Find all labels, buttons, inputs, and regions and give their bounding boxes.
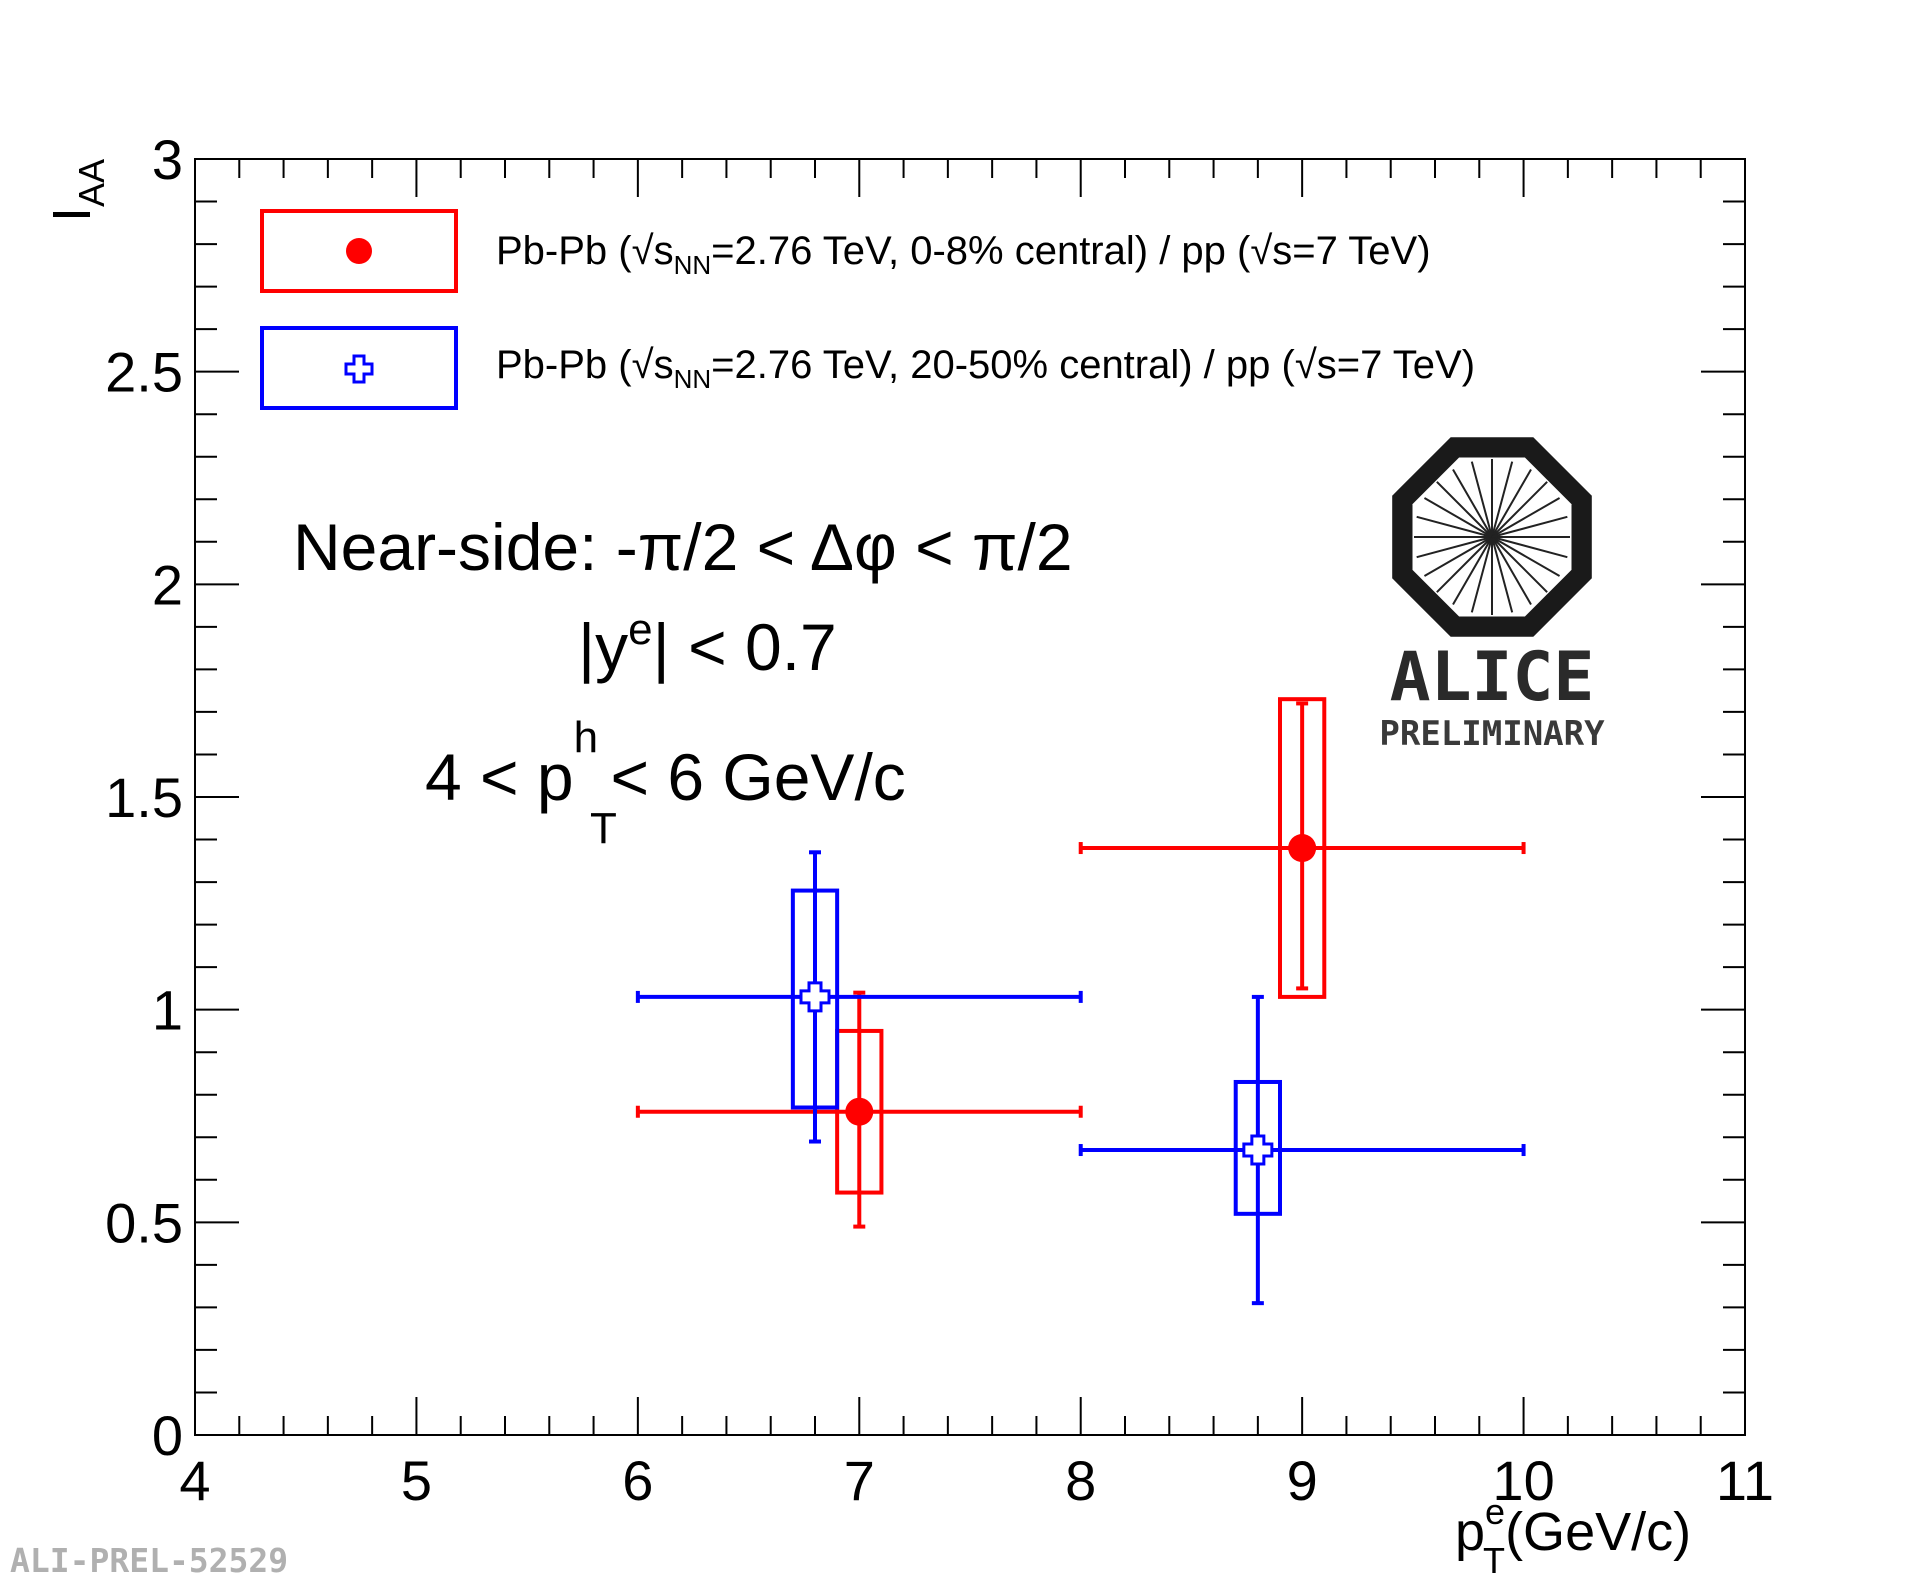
alice-logo-ray [1452,468,1493,538]
legend-label-central: Pb-Pb (√sNN=2.76 TeV, 0-8% central) / pp… [496,229,1431,280]
alice-logo-ray [1416,515,1493,538]
legend-entry-central: Pb-Pb (√sNN=2.76 TeV, 0-8% central) / pp… [260,209,1431,293]
legend-label-semicentral: Pb-Pb (√sNN=2.76 TeV, 20-50% central) / … [496,343,1475,394]
alice-logo-ray [1423,497,1493,538]
x-tick-label: 10 [1492,1449,1554,1512]
legend-swatch-semicentral [260,326,458,410]
alice-logo-ray [1416,536,1493,559]
y-axis-label-sub: AA [71,159,112,207]
alice-logo-ray [1436,481,1493,538]
alice-logo-ray [1491,497,1561,538]
alice-logo-ray [1470,536,1493,613]
alice-logo: ALICE PRELIMINARY [1379,437,1605,754]
x-axis-label-main: p [1455,1502,1485,1562]
x-axis-label: pe(GeV/c) [1455,1491,1691,1562]
annotation-trigger-pt: 4 < ph < 6 GeV/c [425,713,906,814]
y-tick-label: 0.5 [105,1191,183,1254]
y-axis-label: IAA [42,159,112,222]
annotation-near-side: Near-side: -π/2 < Δφ < π/2 [293,510,1073,584]
x-tick-label: 4 [179,1449,210,1512]
alice-logo-ray [1491,536,1548,593]
x-tick-label: 8 [1065,1449,1096,1512]
data-point-central [1288,834,1317,863]
alice-logo-starburst [1414,459,1570,615]
y-tick-label: 0 [152,1404,183,1467]
alice-logo-ray [1491,515,1568,538]
data-markers [799,834,1317,1166]
y-tick-label: 2.5 [105,341,183,404]
y-tick-label: 1.5 [105,766,183,829]
alice-logo-ray [1491,536,1561,577]
x-tick-label: 11 [1716,1449,1774,1512]
alice-logo-ray [1491,536,1532,606]
alice-logo-ray [1436,536,1493,593]
alice-logo-ray [1470,461,1493,538]
alice-logo-ray [1423,536,1493,577]
x-axis-label-unit: (GeV/c) [1505,1502,1691,1562]
data-point-central [845,1097,874,1126]
alice-logo-ray [1491,468,1532,538]
legend-swatch-central [260,209,458,293]
figure-id: ALI-PREL-52529 [10,1541,288,1578]
x-tick-label: 6 [622,1449,653,1512]
legend-marker-semicentral [344,354,374,384]
data-point-semicentral [799,981,831,1013]
alice-logo-ray [1491,461,1514,538]
y-tick-label: 2 [152,553,183,616]
y-tick-label: 1 [152,979,183,1042]
alice-logo-name: ALICE [1390,638,1595,717]
alice-logo-ray [1452,536,1493,606]
alice-logo-ray [1491,536,1514,613]
alice-logo-ray [1491,481,1548,538]
x-axis-label-sub: T [1483,1540,1505,1578]
alice-logo-tag: PRELIMINARY [1379,714,1605,754]
y-tick-label: 3 [152,128,183,191]
legend: Pb-Pb (√sNN=2.76 TeV, 0-8% central) / pp… [260,209,1475,410]
y-tick-labels: 0 0.5 1 1.5 2 2.5 3 [105,128,183,1467]
x-axis-label-sup: e [1485,1491,1505,1532]
x-tick-label: 9 [1287,1449,1318,1512]
alice-logo-ray [1491,536,1568,559]
y-axis-label-main: I [42,207,102,222]
legend-marker-central [346,238,372,264]
legend-entry-semicentral: Pb-Pb (√sNN=2.76 TeV, 20-50% central) / … [260,326,1475,410]
x-tick-label: 7 [844,1449,875,1512]
axis-ticks [194,158,1746,1436]
x-tick-label: 5 [401,1449,432,1512]
data-point-semicentral [1242,1134,1274,1166]
x-tick-labels: 4 5 6 7 8 9 10 11 [179,1449,1774,1512]
annotation-trigger-pt-sub: T [590,804,617,853]
annotation-rapidity: |ye| < 0.7 [578,605,837,684]
